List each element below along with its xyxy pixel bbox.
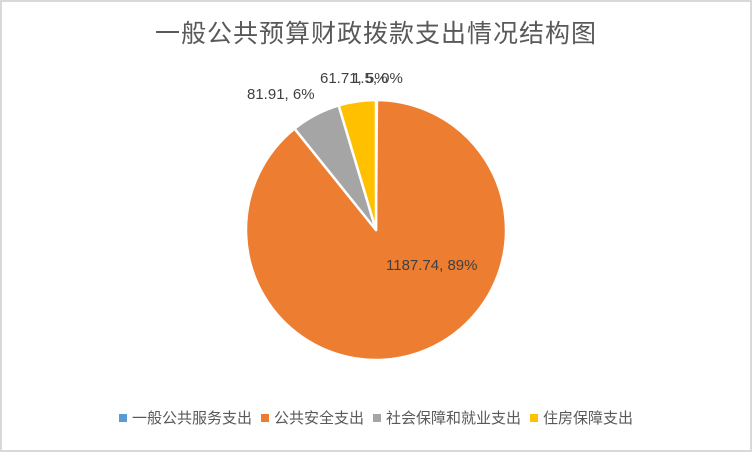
chart-legend: 一般公共服务支出 公共安全支出 社会保障和就业支出 住房保障支出 — [0, 407, 752, 428]
legend-item-public-security: 公共安全支出 — [260, 407, 364, 428]
slice-housing — [337, 98, 378, 232]
legend-swatch-icon — [260, 413, 269, 422]
legend-swatch-icon — [530, 413, 539, 422]
legend-label: 公共安全支出 — [273, 409, 364, 427]
legend-swatch-icon — [373, 413, 381, 422]
data-label-housing: 61.71, 5% — [320, 70, 388, 87]
legend-item-social-security: 社会保障和就业支出 — [373, 407, 521, 428]
data-label-general-public-services: 1.5, 0% — [352, 70, 403, 87]
legend-label: 住房保障支出 — [543, 409, 634, 427]
legend-label: 一般公共服务支出 — [131, 409, 252, 427]
data-label-public-security: 1187.74, 89% — [386, 257, 478, 274]
legend-swatch-icon — [118, 413, 127, 422]
legend-label: 社会保障和就业支出 — [386, 409, 522, 427]
legend-item-general-public-services: 一般公共服务支出 — [118, 407, 252, 428]
data-label-social-security: 81.91, 6% — [247, 86, 315, 103]
chart-title: 一般公共预算财政拨款支出情况结构图 — [154, 19, 597, 48]
legend-item-housing: 住房保障支出 — [530, 407, 633, 428]
